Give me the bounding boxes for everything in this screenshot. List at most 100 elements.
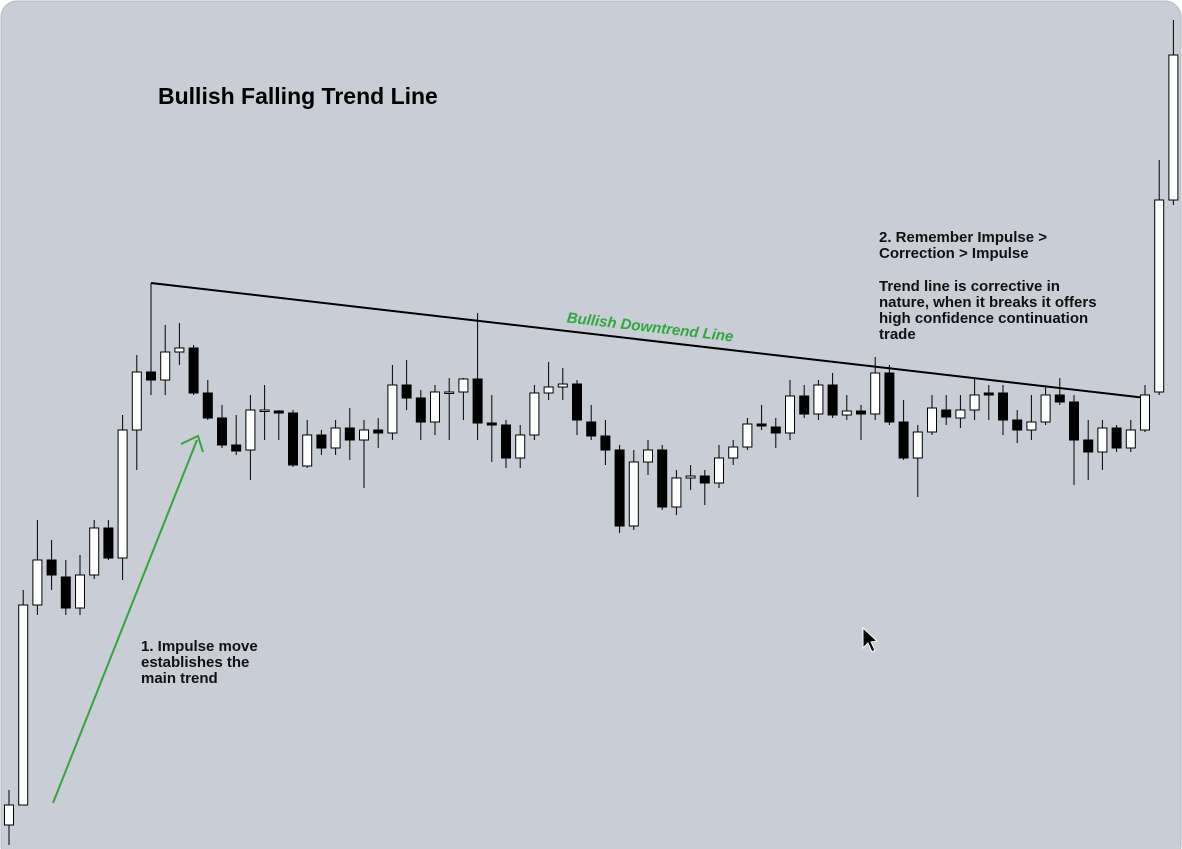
candle-body — [529, 392, 540, 436]
candle-body — [912, 431, 923, 459]
candle-body — [245, 409, 256, 451]
candle-body — [444, 391, 455, 394]
candle-body — [273, 410, 284, 414]
candle-body — [643, 449, 653, 463]
candle-body — [572, 383, 582, 421]
candle-body — [4, 804, 14, 826]
annotation-line: 2. Remember Impulse > — [879, 229, 1047, 246]
annotation-line: Trend line is corrective in — [879, 278, 1060, 295]
candle-body — [614, 449, 625, 527]
candle-body — [884, 372, 895, 423]
candle-body — [316, 434, 327, 449]
candle-body — [728, 446, 739, 459]
candle-body — [770, 426, 781, 434]
candle-body — [373, 429, 384, 434]
candle-body — [515, 434, 526, 459]
candle-body — [188, 347, 199, 394]
candle-body — [941, 409, 952, 418]
candle-body — [415, 397, 426, 423]
candle-body — [231, 444, 242, 452]
candle-body — [359, 429, 369, 441]
candle-body — [685, 475, 696, 479]
candle-body — [89, 527, 100, 576]
candle-body — [756, 423, 767, 427]
candle-body — [288, 412, 298, 466]
candle-body — [955, 409, 966, 419]
candle-body — [458, 378, 469, 393]
candle-body — [856, 410, 866, 415]
candle-body — [600, 435, 611, 451]
candle-body — [75, 574, 85, 609]
candle-body — [1111, 427, 1122, 449]
candle-body — [1168, 54, 1179, 201]
mouse-cursor — [862, 626, 879, 653]
candle-body — [969, 394, 980, 411]
annotation-line: trade — [879, 326, 916, 343]
candles — [4, 20, 1179, 845]
candle-body — [330, 427, 341, 449]
candle-body — [146, 371, 156, 381]
candle-body — [60, 576, 71, 609]
candle-body — [1083, 439, 1094, 453]
annotation-line: high confidence continuation — [879, 310, 1088, 327]
candle-body — [557, 383, 568, 388]
candle-body — [259, 409, 270, 412]
candle-body — [387, 384, 398, 434]
candle-body — [160, 351, 171, 381]
candle-body — [18, 604, 29, 806]
candle-body — [671, 477, 682, 508]
candle-body — [927, 407, 937, 433]
candle-body — [827, 384, 838, 416]
candle-body — [501, 424, 511, 459]
candle-body — [174, 347, 185, 353]
candle-body — [401, 384, 412, 399]
chart-title: Bullish Falling Trend Line — [158, 83, 438, 109]
candle-body — [344, 427, 355, 441]
candle-body — [742, 423, 753, 448]
candle-body — [628, 461, 639, 527]
arrow-head — [180, 434, 204, 453]
candle-body — [714, 457, 724, 484]
candle-body — [131, 371, 142, 431]
candle-body — [813, 384, 824, 415]
candle-body — [870, 372, 881, 415]
candle-body — [1026, 421, 1037, 431]
candle-body — [543, 386, 554, 394]
candle-body — [799, 395, 810, 415]
candle-body — [32, 559, 43, 606]
candle-body — [898, 421, 909, 459]
candle-body — [472, 378, 483, 424]
candle-body — [217, 417, 227, 446]
candle-body — [1069, 401, 1079, 441]
candle-body — [699, 475, 710, 484]
candle-body — [1054, 394, 1065, 403]
candle-body — [103, 527, 114, 559]
candle-body — [785, 395, 795, 434]
candle-body — [998, 392, 1008, 421]
candle-body — [983, 392, 994, 396]
candle-body — [202, 392, 213, 419]
candle-body — [1154, 199, 1165, 393]
impulse-arrow — [52, 439, 198, 804]
candle-body — [586, 421, 597, 437]
candle-body — [1125, 429, 1136, 449]
candle-body — [1140, 394, 1150, 431]
annotation-line: Correction > Impulse — [879, 245, 1029, 262]
annotation-line: 1. Impulse move — [141, 638, 258, 655]
candle-body — [1097, 427, 1108, 453]
trend-line — [150, 282, 1147, 399]
candle-body — [1012, 419, 1023, 431]
annotation-line: establishes the — [141, 654, 249, 671]
candle-body — [657, 449, 668, 508]
annotation-line: nature, when it breaks it offers — [879, 294, 1097, 311]
candle-body — [486, 422, 497, 426]
annotation-line: main trend — [141, 670, 218, 687]
candle-body — [117, 429, 128, 559]
candle-body — [430, 391, 440, 423]
candle-body — [302, 434, 313, 467]
candle-body — [46, 559, 57, 576]
candle-body — [1040, 394, 1051, 423]
candle-body — [841, 410, 852, 416]
